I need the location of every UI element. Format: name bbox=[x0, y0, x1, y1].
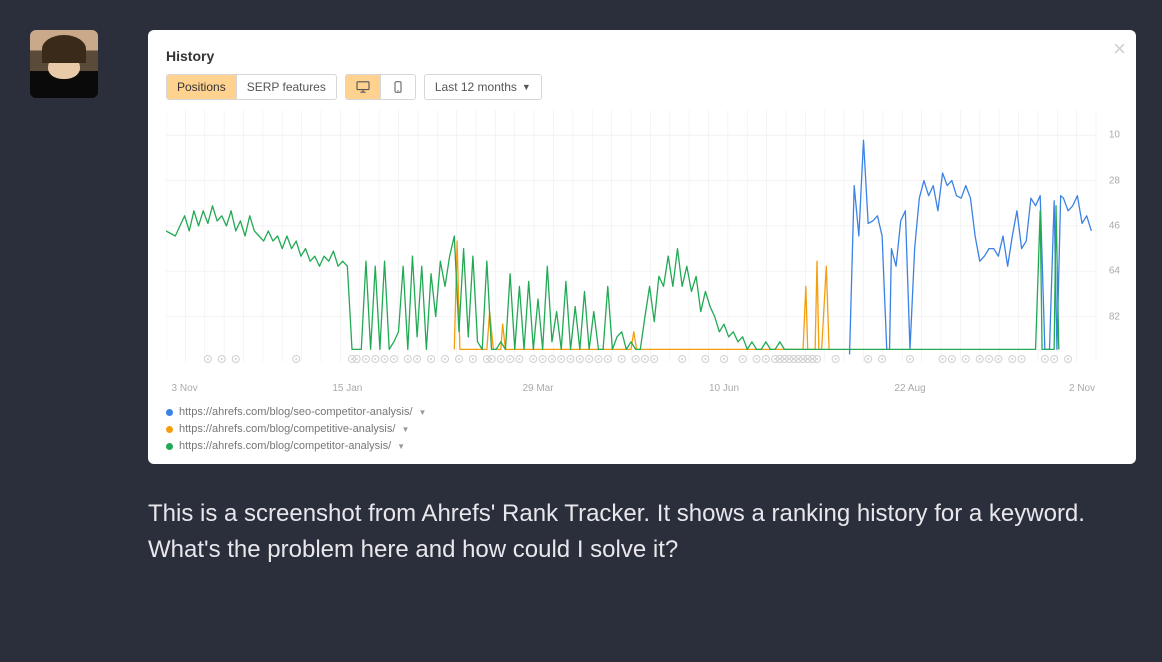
card-title: History bbox=[166, 48, 1118, 64]
x-tick-label: 3 Nov bbox=[172, 383, 198, 394]
chevron-down-icon: ▼ bbox=[401, 425, 409, 434]
legend-dot bbox=[166, 409, 173, 416]
date-range-dropdown[interactable]: Last 12 months ▼ bbox=[424, 74, 542, 100]
x-tick-label: 29 Mar bbox=[522, 383, 553, 394]
tab-serp-features[interactable]: SERP features bbox=[236, 75, 336, 99]
x-tick-label: 10 Jun bbox=[709, 383, 739, 394]
controls-row: Positions SERP features Last 12 months ▼ bbox=[166, 74, 1118, 100]
device-mobile[interactable] bbox=[380, 75, 415, 99]
history-card: × History Positions SERP features Last 1… bbox=[148, 30, 1136, 464]
mobile-icon bbox=[391, 81, 405, 93]
view-toggle: Positions SERP features bbox=[166, 74, 337, 100]
chevron-down-icon: ▼ bbox=[397, 442, 405, 451]
legend-label: https://ahrefs.com/blog/seo-competitor-a… bbox=[179, 406, 413, 418]
device-toggle bbox=[345, 74, 416, 100]
close-icon[interactable]: × bbox=[1113, 36, 1126, 62]
y-tick-label: 82 bbox=[1109, 311, 1120, 322]
line-chart bbox=[166, 110, 1118, 380]
x-tick-label: 22 Aug bbox=[894, 383, 925, 394]
legend-item[interactable]: https://ahrefs.com/blog/competitive-anal… bbox=[166, 423, 1118, 435]
chevron-down-icon: ▼ bbox=[419, 408, 427, 417]
x-tick-label: 2 Nov bbox=[1069, 383, 1095, 394]
legend-label: https://ahrefs.com/blog/competitor-analy… bbox=[179, 440, 391, 452]
legend-dot bbox=[166, 443, 173, 450]
y-tick-label: 64 bbox=[1109, 266, 1120, 277]
date-range-label: Last 12 months bbox=[435, 80, 517, 94]
y-tick-label: 46 bbox=[1109, 220, 1120, 231]
chart-area: 1028466482 3 Nov15 Jan29 Mar10 Jun22 Aug… bbox=[166, 110, 1118, 380]
y-tick-label: 10 bbox=[1109, 130, 1120, 141]
device-desktop[interactable] bbox=[346, 75, 380, 99]
tab-positions[interactable]: Positions bbox=[167, 75, 236, 99]
desktop-icon bbox=[356, 81, 370, 93]
y-tick-label: 28 bbox=[1109, 175, 1120, 186]
x-tick-label: 15 Jan bbox=[332, 383, 362, 394]
legend-label: https://ahrefs.com/blog/competitive-anal… bbox=[179, 423, 395, 435]
legend-item[interactable]: https://ahrefs.com/blog/seo-competitor-a… bbox=[166, 406, 1118, 418]
avatar bbox=[30, 30, 98, 98]
chevron-down-icon: ▼ bbox=[522, 82, 531, 92]
legend: https://ahrefs.com/blog/seo-competitor-a… bbox=[166, 406, 1118, 452]
legend-item[interactable]: https://ahrefs.com/blog/competitor-analy… bbox=[166, 440, 1118, 452]
caption-text: This is a screenshot from Ahrefs' Rank T… bbox=[148, 496, 1088, 568]
legend-dot bbox=[166, 426, 173, 433]
